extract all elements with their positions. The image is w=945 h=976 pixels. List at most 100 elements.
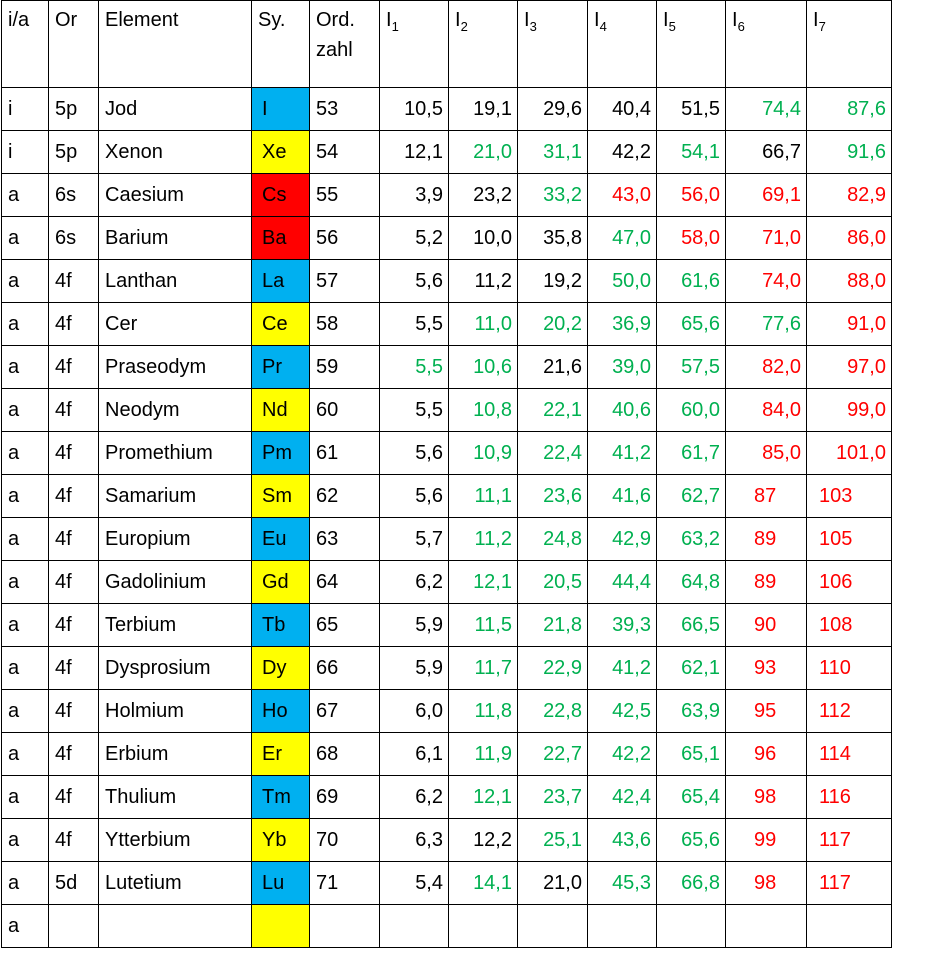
ia-cell: a <box>1 689 49 733</box>
symbol-cell: Eu <box>251 517 310 561</box>
ionization-energy-i6-cell: 96 <box>725 732 807 776</box>
header-element: Element <box>98 0 252 88</box>
ionization-energy-i2-cell: 21,0 <box>448 130 518 174</box>
ionization-energy-i5-cell: 57,5 <box>656 345 726 389</box>
table-row: a 5d Lutetium Lu 71 5,4 14,1 21,0 45,3 66,8 98 117 <box>1 861 892 905</box>
ionization-energy-i7-cell: 97,0 <box>806 345 892 389</box>
ionization-energy-i6-cell: 77,6 <box>725 302 807 346</box>
ionization-energy-i5-cell: 63,2 <box>656 517 726 561</box>
ionization-energy-i2-cell: 10,8 <box>448 388 518 432</box>
ia-cell: a <box>1 173 49 217</box>
ordinal-number-cell: 68 <box>309 732 380 776</box>
header-subscript: 6 <box>737 19 745 34</box>
header-text: Or <box>55 9 78 31</box>
ordinal-number-cell: 57 <box>309 259 380 303</box>
ionization-energy-i6-cell: 84,0 <box>725 388 807 432</box>
ionization-energy-i7-cell: 88,0 <box>806 259 892 303</box>
header-text: I <box>455 9 461 31</box>
ionization-energy-i1-cell: 5,6 <box>379 431 449 475</box>
element-name-cell: Barium <box>98 216 252 260</box>
header-i2: I2 <box>448 0 518 88</box>
ionization-energy-i7-cell <box>806 904 892 948</box>
ionization-energy-i6-cell: 98 <box>725 775 807 819</box>
ionization-energy-i7-cell: 112 <box>806 689 892 733</box>
element-name-cell: Holmium <box>98 689 252 733</box>
ionization-energy-i6-cell: 90 <box>725 603 807 647</box>
ionization-energy-i4-cell: 40,4 <box>587 87 657 131</box>
element-name-cell <box>98 904 252 948</box>
header-text: I <box>813 9 819 31</box>
ordinal-number-cell: 67 <box>309 689 380 733</box>
ionization-energy-i6-cell: 87 <box>725 474 807 518</box>
symbol-cell: Tm <box>251 775 310 819</box>
ionization-energy-i1-cell: 12,1 <box>379 130 449 174</box>
orbital-cell: 4f <box>48 689 99 733</box>
ionization-energy-i6-cell: 95 <box>725 689 807 733</box>
table-row: i 5p Xenon Xe 54 12,1 21,0 31,1 42,2 54,1 66,7 91,6 <box>1 130 892 174</box>
table-row: a 4f Dysprosium Dy 66 5,9 11,7 22,9 41,2 62,1 93 11… <box>1 646 892 690</box>
ionization-energy-i7-cell: 99,0 <box>806 388 892 432</box>
ionization-energy-i1-cell: 6,2 <box>379 775 449 819</box>
ionization-energy-i1-cell: 5,6 <box>379 259 449 303</box>
ionization-energy-i5-cell: 66,8 <box>656 861 726 905</box>
header-i7: I7 <box>806 0 892 88</box>
header-ia: i/a <box>1 0 49 88</box>
ionization-energy-i6-cell: 69,1 <box>725 173 807 217</box>
ionization-energy-i2-cell: 11,5 <box>448 603 518 647</box>
ionization-energy-i4-cell: 43,0 <box>587 173 657 217</box>
ordinal-number-cell: 64 <box>309 560 380 604</box>
ionization-energy-i5-cell: 65,6 <box>656 302 726 346</box>
ia-cell: a <box>1 904 49 948</box>
ionization-energy-i4-cell: 41,2 <box>587 646 657 690</box>
element-name-cell: Lanthan <box>98 259 252 303</box>
ionization-energy-i1-cell: 5,4 <box>379 861 449 905</box>
ionization-energy-i2-cell: 10,0 <box>448 216 518 260</box>
symbol-cell: Gd <box>251 560 310 604</box>
ionization-energy-i7-cell: 116 <box>806 775 892 819</box>
element-name-cell: Europium <box>98 517 252 561</box>
ionization-energy-i6-cell: 93 <box>725 646 807 690</box>
header-symbol: Sy. <box>251 0 310 88</box>
orbital-cell: 4f <box>48 474 99 518</box>
element-name-cell: Xenon <box>98 130 252 174</box>
orbital-cell: 4f <box>48 431 99 475</box>
ionization-energy-i3-cell: 35,8 <box>517 216 588 260</box>
ionization-energy-i3-cell: 20,5 <box>517 560 588 604</box>
ordinal-number-cell: 62 <box>309 474 380 518</box>
ionization-energy-i4-cell: 40,6 <box>587 388 657 432</box>
table-row: a 6s Caesium Cs 55 3,9 23,2 33,2 43,0 56,0 69,1 82,… <box>1 173 892 217</box>
ionization-energy-i2-cell: 12,2 <box>448 818 518 862</box>
symbol-cell: La <box>251 259 310 303</box>
ordinal-number-cell: 53 <box>309 87 380 131</box>
ionization-energy-i3-cell: 21,0 <box>517 861 588 905</box>
ionization-energy-i1-cell: 3,9 <box>379 173 449 217</box>
ionization-energy-i7-cell: 114 <box>806 732 892 776</box>
ordinal-number-cell: 60 <box>309 388 380 432</box>
ionization-energy-i7-cell: 101,0 <box>806 431 892 475</box>
header-subscript: 4 <box>599 19 607 34</box>
ionization-energy-i3-cell: 22,7 <box>517 732 588 776</box>
table-row: a 4f Holmium Ho 67 6,0 11,8 22,8 42,5 63,9 95 112 <box>1 689 892 733</box>
orbital-cell: 4f <box>48 302 99 346</box>
header-subscript: 1 <box>391 19 399 34</box>
table-row: a 4f Gadolinium Gd 64 6,2 12,1 20,5 44,4 64,8 89 10… <box>1 560 892 604</box>
orbital-cell: 5p <box>48 87 99 131</box>
table-row: a 4f Neodym Nd 60 5,5 10,8 22,1 40,6 60,0 84,0 99,0 <box>1 388 892 432</box>
header-text: i/a <box>8 9 30 31</box>
ia-cell: a <box>1 517 49 561</box>
orbital-cell: 4f <box>48 775 99 819</box>
symbol-cell: Cs <box>251 173 310 217</box>
ionization-energy-i7-cell: 91,0 <box>806 302 892 346</box>
ionization-energy-i1-cell: 5,5 <box>379 302 449 346</box>
ionization-energy-i2-cell: 11,0 <box>448 302 518 346</box>
ionization-energy-i5-cell: 58,0 <box>656 216 726 260</box>
ionization-energy-i6-cell: 89 <box>725 560 807 604</box>
ionization-energy-i5-cell: 65,1 <box>656 732 726 776</box>
ionization-energy-i3-cell <box>517 904 588 948</box>
ionization-energy-i4-cell: 50,0 <box>587 259 657 303</box>
element-name-cell: Gadolinium <box>98 560 252 604</box>
header-i6: I6 <box>725 0 807 88</box>
ia-cell: i <box>1 87 49 131</box>
ia-cell: a <box>1 431 49 475</box>
ionization-energy-i3-cell: 19,2 <box>517 259 588 303</box>
